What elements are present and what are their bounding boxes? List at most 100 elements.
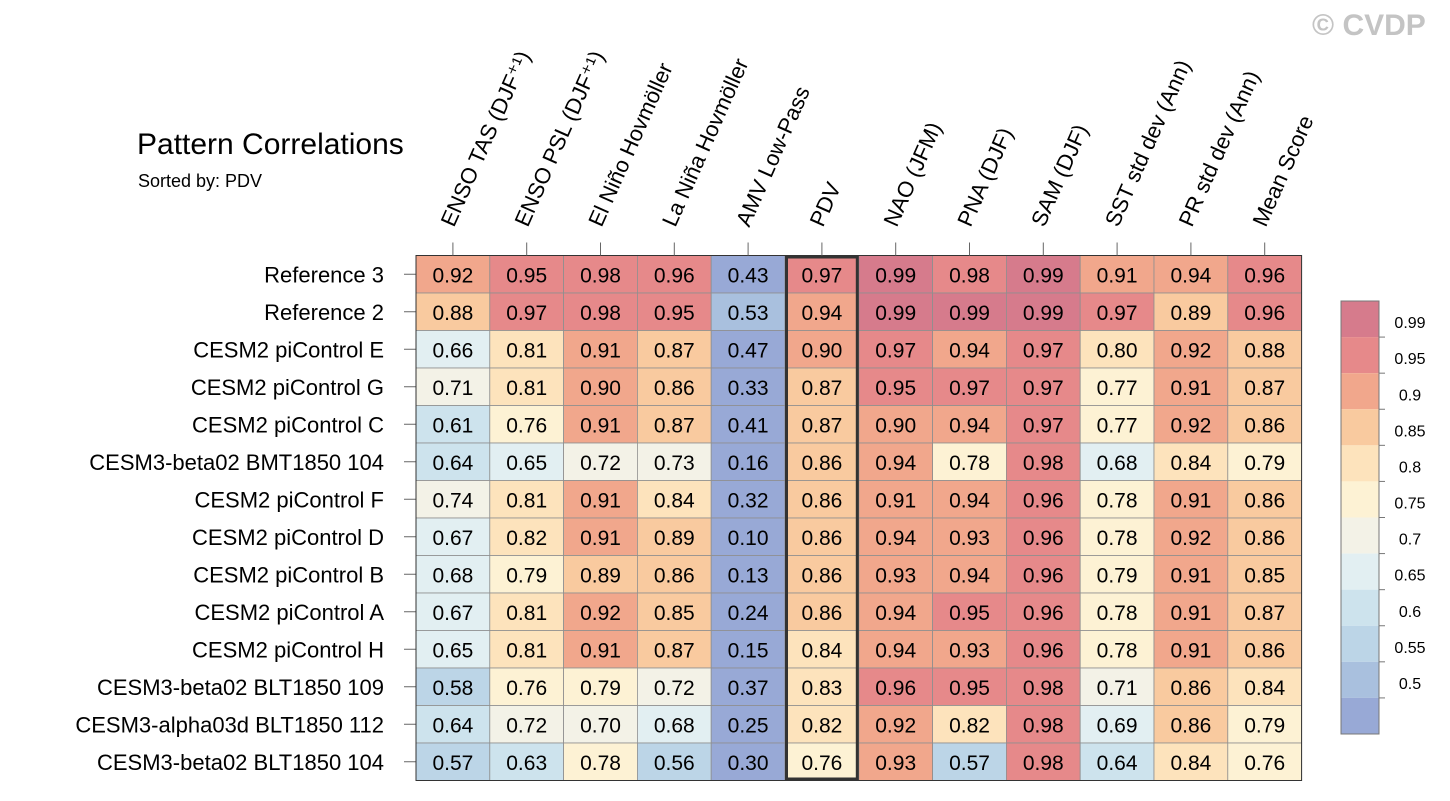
heatmap-cell bbox=[489, 367, 564, 406]
row-label: Reference 3 bbox=[264, 262, 384, 287]
cell-value: 0.82 bbox=[801, 714, 842, 737]
column-label: PNA (DJF) bbox=[952, 124, 1018, 230]
cell-value: 0.81 bbox=[506, 489, 547, 512]
cell-value: 0.97 bbox=[949, 377, 990, 400]
cell-value: 0.41 bbox=[728, 414, 769, 437]
cell-value: 0.92 bbox=[875, 714, 916, 737]
heatmap-cell bbox=[858, 517, 933, 556]
cell-value: 0.72 bbox=[506, 714, 547, 737]
cell-value: 0.86 bbox=[1244, 527, 1285, 550]
heatmap-cell bbox=[415, 630, 491, 669]
cell-value: 0.91 bbox=[580, 527, 621, 550]
cell-value: 0.94 bbox=[801, 302, 842, 325]
cell-value: 0.92 bbox=[1170, 414, 1211, 437]
heatmap-cell bbox=[563, 292, 638, 331]
heatmap-cell bbox=[710, 592, 786, 631]
heatmap-cell bbox=[489, 480, 564, 519]
heatmap-cell bbox=[710, 405, 786, 444]
cell-value: 0.86 bbox=[801, 527, 842, 550]
heatmap-cell bbox=[784, 330, 860, 369]
heatmap-cell bbox=[858, 742, 933, 781]
heatmap-cell bbox=[563, 442, 638, 481]
cell-value: 0.94 bbox=[949, 414, 990, 437]
colorbar-segment bbox=[1341, 481, 1379, 518]
heatmap-cell bbox=[932, 292, 1007, 331]
cell-value: 0.65 bbox=[506, 452, 547, 475]
cell-value: 0.81 bbox=[506, 339, 547, 362]
heatmap-cell bbox=[637, 442, 712, 481]
heatmap-cell bbox=[415, 480, 491, 519]
heatmap-cell bbox=[563, 630, 638, 669]
heatmap-cell bbox=[1006, 517, 1081, 556]
cell-value: 0.53 bbox=[728, 302, 769, 325]
cell-value: 0.98 bbox=[580, 302, 621, 325]
cell-value: 0.78 bbox=[1097, 639, 1138, 662]
cell-value: 0.84 bbox=[1170, 452, 1211, 475]
cell-value: 0.70 bbox=[580, 714, 621, 737]
cell-value: 0.89 bbox=[654, 527, 695, 550]
cell-value: 0.76 bbox=[801, 752, 842, 775]
colorbar-segment bbox=[1341, 337, 1379, 374]
cell-value: 0.64 bbox=[432, 452, 473, 475]
heatmap-cell bbox=[1153, 330, 1229, 369]
cell-value: 0.15 bbox=[728, 639, 769, 662]
cell-value: 0.81 bbox=[506, 377, 547, 400]
cell-value: 0.64 bbox=[432, 714, 473, 737]
colorbar-tick-label: 0.7 bbox=[1399, 532, 1421, 549]
colorbar-tick-label: 0.75 bbox=[1394, 496, 1425, 513]
row-label: CESM2 piControl A bbox=[194, 600, 384, 625]
cell-value: 0.86 bbox=[801, 602, 842, 625]
cell-value: 0.85 bbox=[1244, 564, 1285, 587]
heatmap-cell bbox=[563, 517, 638, 556]
column-label: NAO (JFM) bbox=[878, 118, 946, 230]
cell-value: 0.67 bbox=[432, 527, 473, 550]
row-label: CESM3-beta02 BLT1850 104 bbox=[97, 750, 384, 775]
cell-value: 0.82 bbox=[506, 527, 547, 550]
row-label: CESM2 piControl G bbox=[191, 375, 384, 400]
heatmap-cell bbox=[1153, 742, 1229, 781]
cell-value: 0.64 bbox=[1097, 752, 1138, 775]
cell-value: 0.98 bbox=[1023, 452, 1064, 475]
heatmap-cell bbox=[489, 667, 564, 706]
cell-value: 0.16 bbox=[728, 452, 769, 475]
cell-value: 0.86 bbox=[801, 452, 842, 475]
heatmap-cell bbox=[1227, 742, 1303, 781]
cell-value: 0.91 bbox=[875, 489, 916, 512]
cell-value: 0.32 bbox=[728, 489, 769, 512]
heatmap-cell bbox=[1227, 555, 1303, 594]
heatmap-cell bbox=[489, 442, 564, 481]
heatmap-cell bbox=[1153, 705, 1229, 744]
cell-value: 0.91 bbox=[1170, 489, 1211, 512]
cell-value: 0.98 bbox=[1023, 752, 1064, 775]
colorbar-segment bbox=[1341, 553, 1379, 590]
heatmap-cell bbox=[1006, 630, 1081, 669]
cell-value: 0.10 bbox=[728, 527, 769, 550]
heatmap-cell bbox=[1079, 255, 1155, 294]
cell-value: 0.73 bbox=[654, 452, 695, 475]
cell-value: 0.96 bbox=[1244, 302, 1285, 325]
heatmap-cell bbox=[1079, 592, 1155, 631]
heatmap-cell bbox=[784, 442, 860, 481]
cell-value: 0.77 bbox=[1097, 377, 1138, 400]
cell-value: 0.94 bbox=[875, 639, 916, 662]
cell-value: 0.99 bbox=[875, 264, 916, 287]
heatmap-cell bbox=[710, 480, 786, 519]
cell-value: 0.47 bbox=[728, 339, 769, 362]
cell-value: 0.96 bbox=[1023, 564, 1064, 587]
cell-value: 0.81 bbox=[506, 602, 547, 625]
heatmap-cell bbox=[710, 517, 786, 556]
cell-value: 0.97 bbox=[1097, 302, 1138, 325]
colorbar: 0.99 0.95 0.9 0.85 0.8 0.75 0.7 0.65 0.6 0.55 0.5 bbox=[1340, 300, 1426, 735]
cell-value: 0.91 bbox=[580, 414, 621, 437]
cell-value: 0.87 bbox=[801, 414, 842, 437]
cell-value: 0.91 bbox=[1170, 377, 1211, 400]
row-label: CESM2 piControl D bbox=[192, 525, 384, 550]
cell-value: 0.78 bbox=[1097, 602, 1138, 625]
cell-value: 0.24 bbox=[728, 602, 769, 625]
colorbar-segment bbox=[1341, 373, 1379, 410]
cell-value: 0.71 bbox=[1097, 677, 1138, 700]
heatmap-cell bbox=[1153, 630, 1229, 669]
cell-value: 0.98 bbox=[1023, 677, 1064, 700]
cell-value: 0.96 bbox=[1023, 489, 1064, 512]
